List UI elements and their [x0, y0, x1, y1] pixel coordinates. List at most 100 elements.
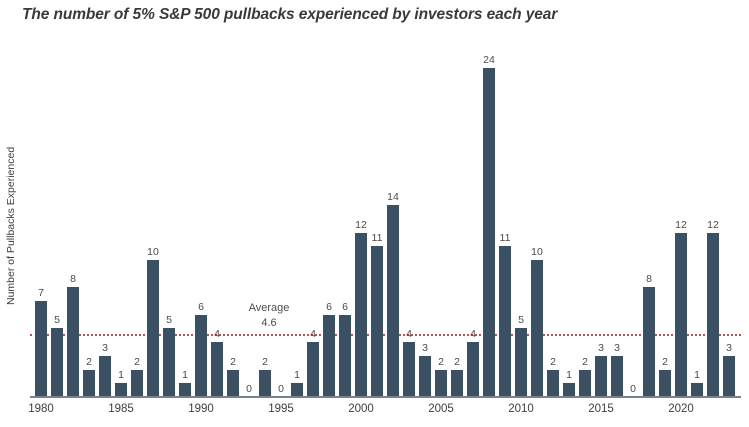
x-tick-label-2000: 2000 [348, 403, 374, 415]
bar-value-label-1988: 5 [166, 314, 172, 326]
bar-value-label-2022: 12 [707, 219, 719, 231]
bar-value-label-1980: 7 [38, 287, 44, 299]
bar-value-label-2010: 5 [518, 314, 524, 326]
bar-2001 [371, 246, 383, 397]
bar-1992 [227, 370, 239, 397]
bar-value-label-1987: 10 [147, 246, 159, 258]
chart-title: The number of 5% S&P 500 pullbacks exper… [22, 6, 558, 23]
bar-value-label-2008: 24 [483, 54, 495, 66]
bar-value-label-2017: 0 [630, 383, 636, 395]
bar-2008 [483, 68, 495, 397]
bar-value-label-1990: 6 [198, 301, 204, 313]
x-tick-label-2010: 2010 [508, 403, 534, 415]
x-tick-label-1980: 1980 [28, 403, 54, 415]
bar-2014 [579, 370, 591, 397]
bar-value-label-1999: 6 [342, 301, 348, 313]
bar-2011 [531, 260, 543, 397]
bar-1984 [99, 356, 111, 397]
bar-1990 [195, 315, 207, 397]
bar-value-label-2001: 11 [371, 232, 383, 244]
bar-value-label-2003: 4 [406, 328, 412, 340]
bar-value-label-2023: 3 [726, 342, 732, 354]
bar-1980 [35, 301, 47, 397]
x-tick-label-2005: 2005 [428, 403, 454, 415]
bar-value-label-1993: 0 [246, 383, 252, 395]
bar-2016 [611, 356, 623, 397]
bar-2019 [659, 370, 671, 397]
x-tick-label-1990: 1990 [188, 403, 214, 415]
bar-2018 [643, 287, 655, 397]
bar-value-label-1982: 8 [70, 273, 76, 285]
bar-value-label-2018: 8 [646, 273, 652, 285]
x-tick-label-2020: 2020 [668, 403, 694, 415]
bar-1981 [51, 328, 63, 397]
bar-value-label-2009: 11 [499, 232, 511, 244]
bar-1983 [83, 370, 95, 397]
bar-value-label-2011: 10 [531, 246, 543, 258]
bar-value-label-2002: 14 [387, 191, 399, 203]
bar-1996 [291, 383, 303, 397]
x-tick-label-1985: 1985 [108, 403, 134, 415]
bar-value-label-1994: 2 [262, 356, 268, 368]
bar-2000 [355, 233, 367, 397]
bar-value-label-2020: 12 [675, 219, 687, 231]
x-axis-line [30, 396, 741, 398]
bar-value-label-2005: 2 [438, 356, 444, 368]
bar-2012 [547, 370, 559, 397]
bar-value-label-1991: 4 [214, 328, 220, 340]
bar-2023 [723, 356, 735, 397]
x-tick-label-2015: 2015 [588, 403, 614, 415]
average-annotation-value: 4.6 [261, 317, 277, 329]
bar-value-label-2012: 2 [550, 356, 556, 368]
bar-value-label-1997: 4 [310, 328, 316, 340]
bar-1987 [147, 260, 159, 397]
bar-2004 [419, 356, 431, 397]
average-annotation-word: Average [248, 302, 290, 314]
bar-value-label-2006: 2 [454, 356, 460, 368]
bar-2007 [467, 342, 479, 397]
bar-value-label-2016: 3 [614, 342, 620, 354]
bar-value-label-2019: 2 [662, 356, 668, 368]
bar-2022 [707, 233, 719, 397]
bar-1994 [259, 370, 271, 397]
bar-value-label-1992: 2 [230, 356, 236, 368]
bar-value-label-2000: 12 [355, 219, 367, 231]
bar-1999 [339, 315, 351, 397]
bar-value-label-1998: 6 [326, 301, 332, 313]
bar-value-label-2014: 2 [582, 356, 588, 368]
bar-1991 [211, 342, 223, 397]
bar-value-label-2013: 1 [566, 369, 572, 381]
bar-value-label-2007: 4 [470, 328, 476, 340]
bar-2021 [691, 383, 703, 397]
bar-value-label-1996: 1 [294, 369, 300, 381]
bar-value-label-1995: 0 [278, 383, 284, 395]
bar-2003 [403, 342, 415, 397]
average-annotation: Average 4.6 [238, 301, 300, 331]
bar-value-label-1983: 2 [86, 356, 92, 368]
bar-2010 [515, 328, 527, 397]
bar-1985 [115, 383, 127, 397]
bar-2006 [451, 370, 463, 397]
bar-1988 [163, 328, 175, 397]
average-reference-line [30, 334, 741, 336]
bar-value-label-1989: 1 [182, 369, 188, 381]
bar-value-label-2004: 3 [422, 342, 428, 354]
bar-1982 [67, 287, 79, 397]
bar-value-label-1981: 5 [54, 314, 60, 326]
bar-2013 [563, 383, 575, 397]
bar-value-label-2021: 1 [694, 369, 700, 381]
bar-2020 [675, 233, 687, 397]
x-tick-label-1995: 1995 [268, 403, 294, 415]
bar-1998 [323, 315, 335, 397]
bar-2015 [595, 356, 607, 397]
bar-value-label-1985: 1 [118, 369, 124, 381]
bar-1997 [307, 342, 319, 397]
bar-value-label-2015: 3 [598, 342, 604, 354]
bar-2002 [387, 205, 399, 397]
bar-2009 [499, 246, 511, 397]
bar-2005 [435, 370, 447, 397]
bar-value-label-1986: 2 [134, 356, 140, 368]
bar-1989 [179, 383, 191, 397]
